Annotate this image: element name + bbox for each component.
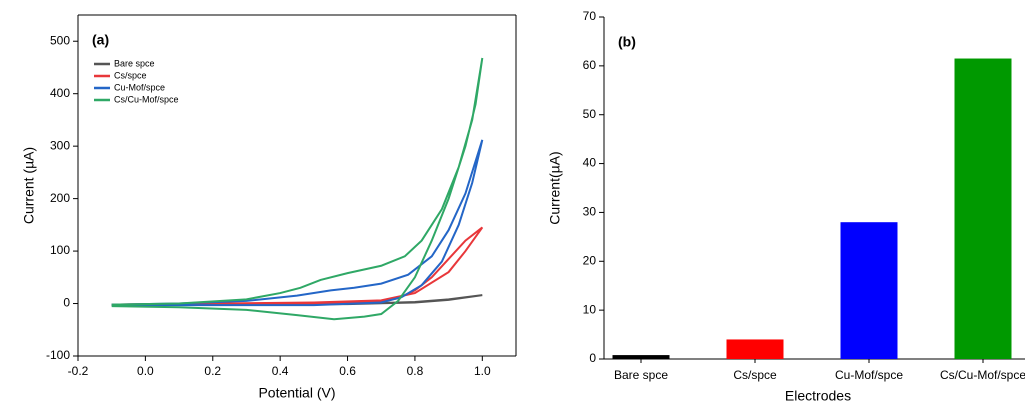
bar <box>726 339 784 359</box>
y-tick-label: 40 <box>583 156 597 170</box>
y-tick-label: 20 <box>583 253 597 267</box>
bar <box>612 355 670 359</box>
x-tick-label: 0.8 <box>407 364 424 378</box>
x-tick-label: Cu-Mof/spce <box>835 368 903 382</box>
y-axis-label: Current(µA) <box>547 151 563 224</box>
x-tick-label: 0.0 <box>137 364 154 378</box>
y-tick-label: 300 <box>50 138 70 152</box>
y-tick-label: 50 <box>583 107 597 121</box>
y-tick-label: 500 <box>50 33 70 47</box>
legend-text: Cs/spce <box>114 70 147 80</box>
y-tick-label: 10 <box>583 302 597 316</box>
x-axis-label: Electrodes <box>785 388 851 404</box>
legend-text: Cs/Cu-Mof/spce <box>114 94 179 104</box>
cv-curve <box>111 57 484 321</box>
y-axis-label: Current (µA) <box>21 147 37 224</box>
y-tick-label: -100 <box>46 348 70 362</box>
y-tick-label: 0 <box>63 296 70 310</box>
y-tick-label: 30 <box>583 205 597 219</box>
x-tick-label: 0.2 <box>204 364 221 378</box>
bar <box>840 222 898 359</box>
y-tick-label: 60 <box>583 58 597 72</box>
x-tick-label: -0.2 <box>68 364 89 378</box>
x-tick-label: Cs/spce <box>733 368 777 382</box>
cv-curve <box>111 139 484 307</box>
legend-text: Bare spce <box>114 58 155 68</box>
y-tick-label: 200 <box>50 191 70 205</box>
x-tick-label: 1.0 <box>474 364 491 378</box>
y-tick-label: 400 <box>50 86 70 100</box>
x-axis-label: Potential (V) <box>258 385 335 401</box>
legend-text: Cu-Mof/spce <box>114 82 165 92</box>
x-tick-label: 0.4 <box>272 364 289 378</box>
x-tick-label: Bare spce <box>614 368 668 382</box>
y-tick-label: 70 <box>583 9 597 23</box>
x-tick-label: 0.6 <box>339 364 356 378</box>
bar <box>954 58 1012 360</box>
cv-curve <box>111 226 484 307</box>
y-tick-label: 0 <box>589 351 596 365</box>
annotation: (a) <box>92 32 109 48</box>
annotation: (b) <box>618 34 636 50</box>
x-tick-label: Cs/Cu-Mof/spce <box>940 368 1025 382</box>
y-tick-label: 100 <box>50 243 70 257</box>
